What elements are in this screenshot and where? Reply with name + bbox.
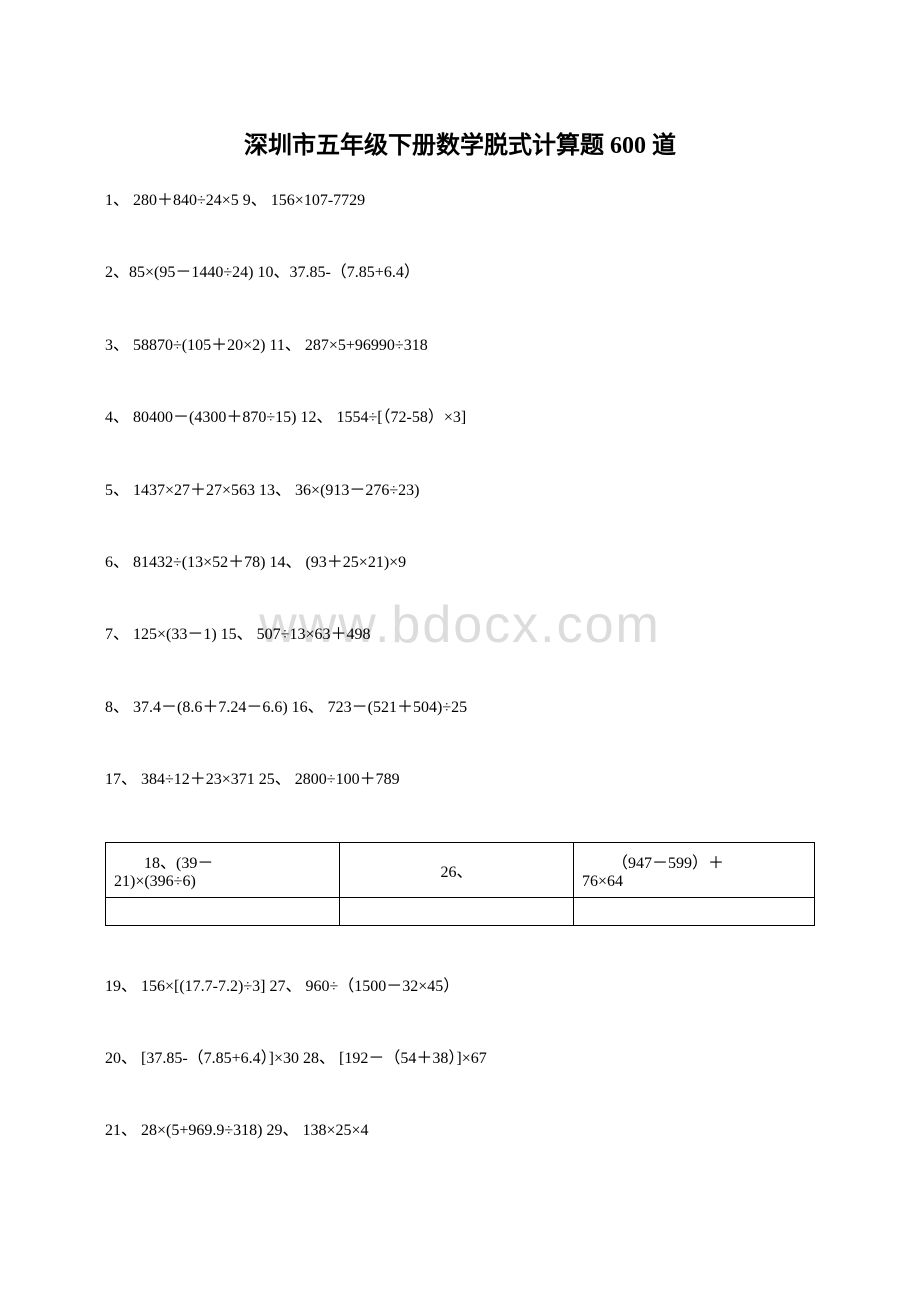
problem-line-3: 3、 58870÷(105＋20×2) 11、 287×5+96990÷318 [105, 335, 815, 357]
problem-line-8: 8、 37.4－(8.6＋7.24－6.6) 16、 723－(521＋504)… [105, 697, 815, 719]
table-cell-947: （947－599）＋ 76×64 [573, 842, 814, 897]
table-cell-empty [339, 897, 573, 925]
cell-text: 18、(39－ [114, 849, 331, 873]
table-cell-26: 26、 [339, 842, 573, 897]
problem-line-12: 21、 28×(5+969.9÷318) 29、 138×25×4 [105, 1120, 815, 1142]
cell-text: 21)×(396÷6) [114, 873, 331, 891]
problem-line-1: 1、 280＋840÷24×5 9、 156×107-7729 [105, 190, 815, 212]
cell-text: 76×64 [582, 873, 806, 891]
problem-line-6: 6、 81432÷(13×52＋78) 14、 (93＋25×21)×9 [105, 552, 815, 574]
problem-table: 18、(39－ 21)×(396÷6) 26、 （947－599）＋ 76×64 [105, 842, 815, 926]
document-content: 深圳市五年级下册数学脱式计算题 600 道 1、 280＋840÷24×5 9、… [105, 125, 815, 1143]
table-cell-empty [106, 897, 340, 925]
cell-text: （947－599）＋ [582, 849, 806, 873]
table-cell-18: 18、(39－ 21)×(396÷6) [106, 842, 340, 897]
table-cell-empty [573, 897, 814, 925]
page-title: 深圳市五年级下册数学脱式计算题 600 道 [105, 125, 815, 160]
problem-line-11: 20、 [37.85-（7.85+6.4）]×30 28、 [192－（54＋3… [105, 1048, 815, 1070]
problem-line-5: 5、 1437×27＋27×563 13、 36×(913－276÷23) [105, 480, 815, 502]
table-row [106, 897, 815, 925]
problem-line-9: 17、 384÷12＋23×371 25、 2800÷100＋789 [105, 769, 815, 791]
problem-line-10: 19、 156×[(17.7-7.2)÷3] 27、 960÷（1500－32×… [105, 976, 815, 998]
problem-line-7: 7、 125×(33－1) 15、 507÷13×63＋498 [105, 624, 815, 646]
problem-line-2: 2、85×(95－1440÷24) 10、37.85-（7.85+6.4） [105, 262, 815, 284]
table-row: 18、(39－ 21)×(396÷6) 26、 （947－599）＋ 76×64 [106, 842, 815, 897]
problem-line-4: 4、 80400－(4300＋870÷15) 12、 1554÷[（72-58）… [105, 407, 815, 429]
